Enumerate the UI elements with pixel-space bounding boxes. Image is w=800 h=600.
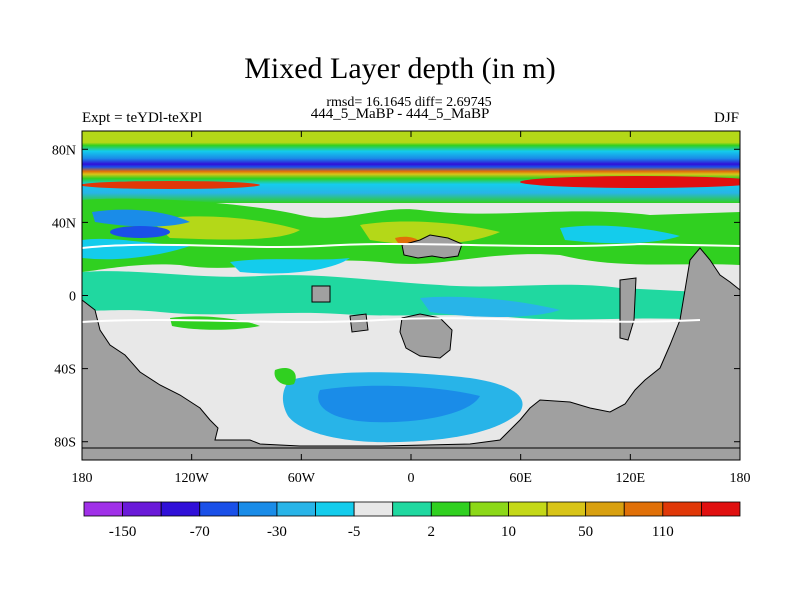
colorbar-box (160, 501, 201, 517)
colorbar-label: -70 (190, 524, 210, 540)
land-australia (399, 313, 453, 359)
latitude-axis: 80N 40N 0 40S 80S (52, 143, 740, 451)
longitude-axis: 180 120W 60W 0 60E 120E 180 (72, 131, 751, 486)
natlantic-yellow (360, 221, 500, 245)
season-label: DJF (713, 110, 739, 126)
lon-tick-label: 60W (288, 471, 316, 486)
lat-tick-label: 0 (69, 290, 76, 305)
colorbar-label: 10 (501, 524, 516, 540)
lat-tick-label: 80S (54, 436, 76, 451)
lat-tick-label: 40N (52, 216, 76, 231)
colorbar-label: -150 (109, 524, 137, 540)
contour-white-2 (82, 317, 701, 323)
colorbar-box (430, 501, 471, 517)
land-isle-east (619, 277, 637, 341)
center-string: 444_5_MaBP - 444_5_MaBP (310, 106, 490, 122)
lat-tick-label: 40S (54, 363, 76, 378)
nh-cyan-mid (230, 258, 350, 274)
lon-tick-label: 180 (730, 471, 751, 486)
arctic-band (82, 131, 740, 203)
colorbar-box (392, 501, 432, 517)
land-north-atlantic-isle (401, 234, 463, 259)
subpolar-max (520, 176, 740, 188)
npacific-deep (110, 226, 170, 238)
colorbar-label: 50 (578, 524, 593, 540)
colorbar-box (83, 501, 123, 517)
colorbar-box (585, 501, 625, 517)
colorbar-box (623, 501, 664, 517)
tropics-blue (420, 296, 560, 317)
colorbar-label: -30 (267, 524, 287, 540)
plot-title: Mixed Layer depth (in m) (244, 52, 556, 85)
contour-white-1 (82, 242, 740, 249)
colorbar-box (276, 501, 316, 517)
colorbar-label: -5 (348, 524, 361, 540)
lat-tick-label: 80N (52, 143, 76, 158)
nh-cyan-east (560, 225, 680, 244)
subpolar-max-west (82, 181, 260, 189)
southern-ocean-core (318, 385, 480, 423)
lon-tick-label: 60E (509, 471, 532, 486)
colorbar-label: 110 (652, 524, 674, 540)
colorbar-box (353, 501, 394, 517)
colorbar-box (469, 501, 509, 517)
land-south-america (82, 247, 740, 460)
experiment-label: Expt = teYDl-teXPl (82, 110, 203, 126)
lon-tick-label: 180 (72, 471, 93, 486)
lon-tick-label: 120E (616, 471, 646, 486)
colorbar-box (508, 501, 548, 517)
land-isle-se (349, 313, 369, 333)
colorbar-box (122, 501, 162, 517)
colorbar: -150 -70 -30 -5 2 10 50 110 (83, 501, 741, 540)
colorbar-box (199, 501, 239, 517)
map-panel (82, 131, 740, 460)
colorbar-label: 2 (428, 524, 436, 540)
colorbar-box (237, 501, 278, 517)
rmsd-diff-subtitle: rmsd= 16.1645 diff= 2.69745 (326, 95, 492, 110)
lon-tick-label: 0 (408, 471, 415, 486)
land-pacific-isle (311, 285, 331, 303)
colorbar-box (701, 501, 741, 517)
colorbar-box (662, 501, 702, 517)
colorbar-box (315, 501, 355, 517)
lon-tick-label: 120W (175, 471, 210, 486)
npacific-blue (92, 209, 190, 227)
colorbar-box (546, 501, 587, 517)
southern-ocean-edge (274, 367, 296, 386)
